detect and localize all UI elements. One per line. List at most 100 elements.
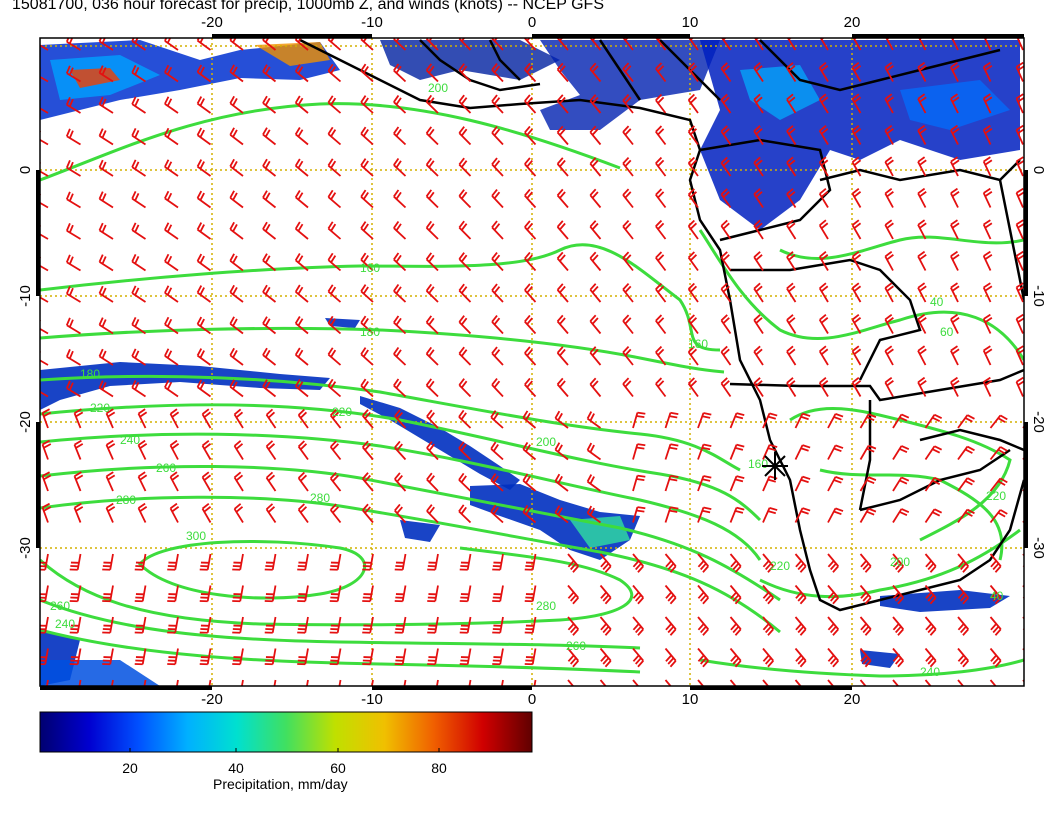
wind-barb xyxy=(362,409,374,429)
lon-tick: -20 xyxy=(201,14,223,31)
wind-barb xyxy=(131,317,146,335)
wind-barb xyxy=(664,443,679,460)
wind-barb xyxy=(196,348,212,366)
wind-barb xyxy=(233,471,244,492)
wind-barb xyxy=(98,191,114,209)
wind-barb xyxy=(134,585,147,603)
wind-barb xyxy=(65,285,81,303)
wind-barb xyxy=(655,345,667,366)
wind-barb xyxy=(46,679,49,686)
wind-barb xyxy=(40,67,49,83)
lon-tick: 10 xyxy=(682,14,699,31)
wind-barb xyxy=(655,282,667,303)
wind-barb xyxy=(720,188,732,209)
wind-barb xyxy=(65,96,81,114)
wind-barb xyxy=(753,125,764,145)
wind-barb xyxy=(427,648,439,666)
wind-barb xyxy=(950,93,960,114)
wind-barb xyxy=(41,502,52,523)
wind-barb xyxy=(491,346,504,366)
wind-barb xyxy=(98,380,114,398)
wind-barb xyxy=(262,253,277,272)
wind-barb xyxy=(229,221,244,240)
wind-barb xyxy=(69,553,82,571)
wind-barb xyxy=(262,95,277,114)
wind-barb xyxy=(459,648,472,666)
wind-barb xyxy=(459,585,472,603)
wind-barb xyxy=(753,282,764,303)
wind-barb xyxy=(327,252,342,272)
wind-barb xyxy=(201,471,212,492)
wind-barb xyxy=(262,38,277,51)
wind-barb xyxy=(567,584,579,605)
wind-barb xyxy=(524,220,537,240)
wind-barb xyxy=(294,127,309,146)
wind-barb xyxy=(362,648,374,666)
wind-barb xyxy=(426,504,439,524)
wind-barb xyxy=(818,125,829,145)
wind-barb xyxy=(306,679,309,686)
wind-barb xyxy=(297,648,309,666)
wind-barb xyxy=(859,444,877,460)
wind-barb xyxy=(40,162,49,177)
contour-label: 60 xyxy=(940,325,954,339)
wind-barb xyxy=(458,472,472,492)
wind-barb xyxy=(917,313,927,334)
wind-barb xyxy=(622,38,634,51)
wind-barb xyxy=(394,503,407,524)
wind-barb xyxy=(427,616,439,634)
wind-barb xyxy=(425,126,439,146)
wind-barb xyxy=(329,440,342,461)
wind-barb xyxy=(40,553,49,571)
wind-barb xyxy=(697,553,709,573)
wind-barb xyxy=(131,222,146,240)
lon-tick: 0 xyxy=(528,14,536,31)
wind-barb xyxy=(950,156,960,177)
wind-barb xyxy=(753,219,764,240)
wind-barb xyxy=(982,187,993,208)
wind-barb xyxy=(687,219,699,240)
wind-barb xyxy=(697,506,712,523)
wind-barb xyxy=(556,314,569,335)
wind-barb xyxy=(41,408,52,429)
wind-barb xyxy=(73,439,84,460)
wind-barb xyxy=(327,95,342,114)
wind-barb xyxy=(297,503,309,524)
wind-barb xyxy=(729,679,737,686)
wind-barb xyxy=(884,282,894,303)
wind-barb xyxy=(950,187,960,208)
wind-barb xyxy=(753,62,764,82)
wind-barb xyxy=(491,38,504,51)
wind-barb xyxy=(753,93,764,114)
wind-barb xyxy=(589,377,602,398)
wind-barb xyxy=(917,250,927,271)
wind-barb xyxy=(262,221,277,240)
wind-barb xyxy=(720,314,732,335)
wind-barb xyxy=(982,219,993,240)
wind-barb xyxy=(989,647,1002,668)
wind-barb xyxy=(458,283,472,303)
wind-barb xyxy=(492,616,504,634)
wind-barb xyxy=(327,315,342,335)
wind-barb xyxy=(327,221,342,240)
wind-barb xyxy=(265,408,277,429)
wind-barb xyxy=(729,443,745,460)
contour-label: 280 xyxy=(536,599,556,613)
wind-barb xyxy=(982,93,993,114)
wind-barb xyxy=(262,347,277,366)
wind-barb xyxy=(102,616,114,634)
wind-barb xyxy=(632,506,646,523)
wind-barb xyxy=(884,219,894,240)
wind-barb xyxy=(762,679,770,686)
wind-barb xyxy=(957,445,975,461)
wind-barb xyxy=(294,95,309,114)
wind-barb xyxy=(425,346,439,366)
contour-label: 40 xyxy=(930,295,944,309)
wind-barb xyxy=(859,647,872,668)
wind-barb xyxy=(196,64,212,83)
wind-barb xyxy=(924,553,937,573)
contour-label: 300 xyxy=(186,529,206,543)
wind-barb xyxy=(426,441,439,461)
wind-barb xyxy=(425,220,439,240)
colorbar-tick-label: 40 xyxy=(228,760,244,776)
